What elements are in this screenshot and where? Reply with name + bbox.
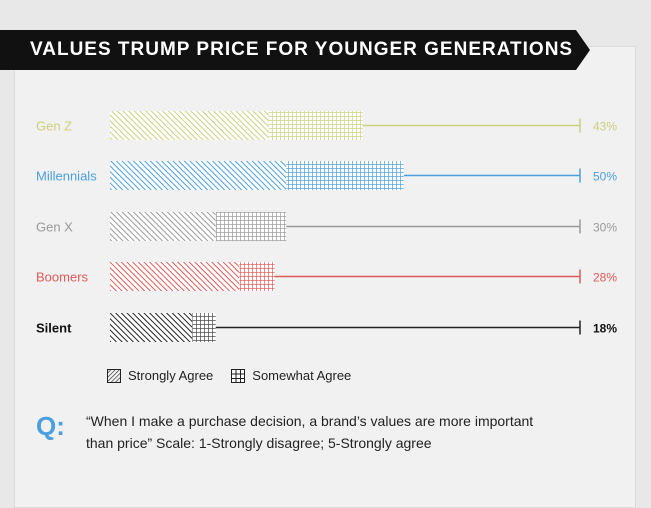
bars-group: Gen Z 43% Millennials 50% Gen X 30% Boomers 28%… [36, 111, 617, 342]
question-mark-label: Q: [36, 411, 65, 441]
category-label-boomers: Boomers [36, 270, 89, 285]
category-label-millennials: Millennials [36, 169, 97, 184]
total-label-silent: 18% [593, 322, 617, 336]
bar-somewhat-agree-millennials [286, 161, 404, 190]
legend-label-somewhat-agree: Somewhat Agree [252, 368, 352, 383]
grid-hatch-icon [231, 368, 246, 383]
title-banner: VALUES TRUMP PRICE FOR YOUNGER GENERATIO… [0, 30, 590, 70]
question-text: “When I make a purchase decision, a bran… [86, 413, 534, 451]
chart-title: VALUES TRUMP PRICE FOR YOUNGER GENERATIO… [30, 39, 574, 60]
total-label-boomers: 28% [593, 271, 617, 285]
total-label-millennials: 50% [593, 170, 617, 184]
diagonal-hatch-icon [107, 368, 121, 383]
legend-item-strongly-agree: Strongly Agree [107, 368, 213, 383]
bar-somewhat-agree-gen-x [215, 212, 287, 241]
bar-strongly-agree-boomers [110, 262, 240, 291]
title-banner-shape [0, 30, 590, 70]
category-label-silent: Silent [36, 321, 72, 336]
legend-label-strongly-agree: Strongly Agree [128, 368, 214, 383]
bar-chart: Gen Z 43% Millennials 50% Gen X 30% Boomers 28%… [36, 111, 617, 342]
bar-strongly-agree-gen-x [110, 212, 216, 241]
total-label-gen-x: 30% [593, 221, 617, 235]
bar-strongly-agree-millennials [110, 161, 287, 190]
bar-strongly-agree-gen-z [110, 111, 269, 140]
legend-item-somewhat-agree: Somewhat Agree [231, 368, 351, 383]
category-label-gen-z: Gen Z [36, 119, 72, 134]
survey-question: Q: “When I make a purchase decision, a b… [36, 410, 556, 454]
bar-strongly-agree-silent [110, 313, 193, 342]
total-label-gen-z: 43% [593, 120, 617, 134]
bar-somewhat-agree-boomers [239, 262, 275, 291]
legend: Strongly Agree Somewhat Agree [107, 368, 369, 383]
category-label-gen-x: Gen X [36, 220, 73, 235]
bar-somewhat-agree-silent [192, 313, 216, 342]
bar-somewhat-agree-gen-z [268, 111, 363, 140]
